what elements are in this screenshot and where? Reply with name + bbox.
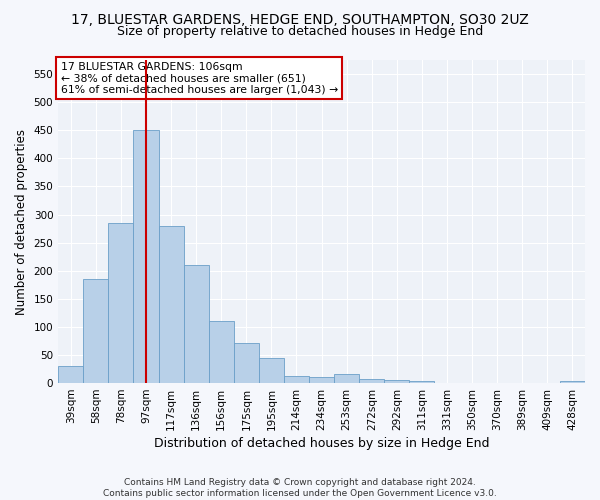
Bar — [109, 223, 133, 383]
Bar — [409, 381, 434, 383]
Bar — [83, 279, 109, 383]
Bar — [334, 374, 359, 383]
Bar — [309, 378, 334, 383]
Text: 17 BLUESTAR GARDENS: 106sqm
← 38% of detached houses are smaller (651)
61% of se: 17 BLUESTAR GARDENS: 106sqm ← 38% of det… — [61, 62, 338, 95]
Bar — [234, 342, 259, 383]
Text: 17, BLUESTAR GARDENS, HEDGE END, SOUTHAMPTON, SO30 2UZ: 17, BLUESTAR GARDENS, HEDGE END, SOUTHAM… — [71, 12, 529, 26]
Bar — [58, 366, 83, 383]
Bar — [209, 322, 234, 383]
Bar — [133, 130, 158, 383]
Bar — [259, 358, 284, 383]
Bar — [385, 380, 409, 383]
Bar — [284, 376, 309, 383]
X-axis label: Distribution of detached houses by size in Hedge End: Distribution of detached houses by size … — [154, 437, 490, 450]
Bar — [158, 226, 184, 383]
Y-axis label: Number of detached properties: Number of detached properties — [15, 128, 28, 314]
Bar — [359, 378, 385, 383]
Text: Contains HM Land Registry data © Crown copyright and database right 2024.
Contai: Contains HM Land Registry data © Crown c… — [103, 478, 497, 498]
Bar — [560, 381, 585, 383]
Text: Size of property relative to detached houses in Hedge End: Size of property relative to detached ho… — [117, 25, 483, 38]
Bar — [184, 265, 209, 383]
